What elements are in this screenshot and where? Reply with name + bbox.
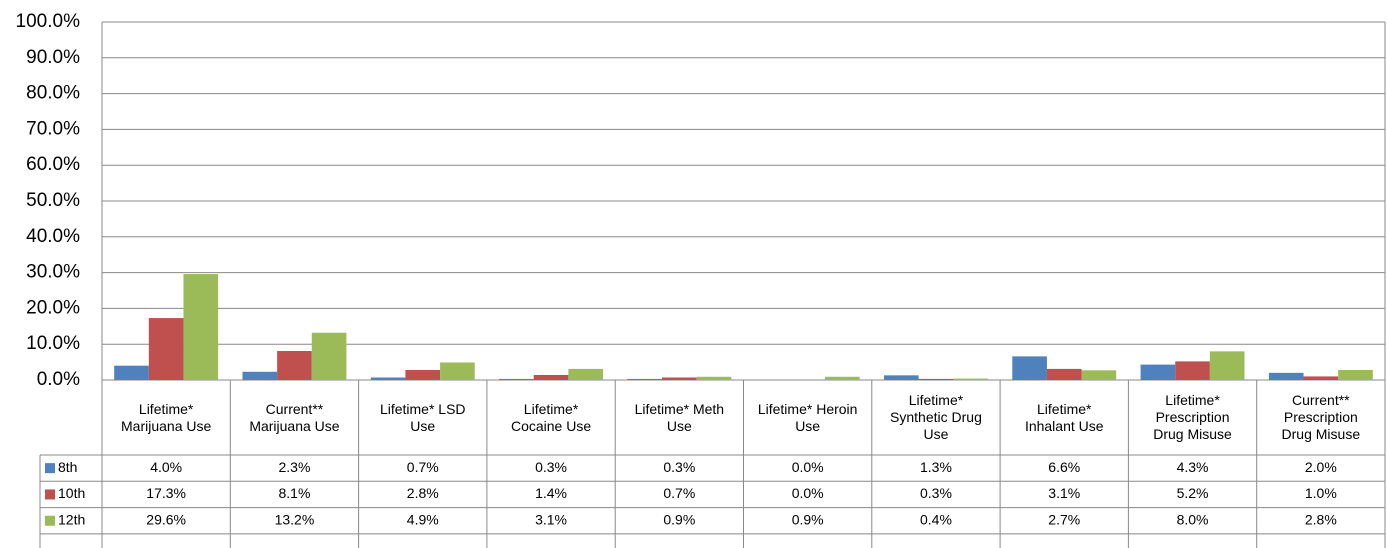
legend-swatch bbox=[45, 463, 55, 474]
legend-swatch bbox=[45, 515, 55, 526]
bar bbox=[499, 378, 534, 380]
bar bbox=[533, 374, 569, 380]
bar bbox=[1338, 369, 1373, 380]
bar bbox=[1175, 361, 1210, 380]
bar bbox=[1081, 370, 1117, 380]
bar bbox=[311, 332, 347, 380]
y-tick-label: 80.0% bbox=[26, 83, 80, 104]
table-value: 2.0% bbox=[1305, 459, 1337, 475]
y-tick-label: 20.0% bbox=[26, 297, 80, 318]
bar bbox=[440, 362, 475, 380]
x-tick-label: Lifetime* Inhalant Use bbox=[1024, 400, 1104, 434]
bar bbox=[1012, 356, 1047, 380]
table-value: 2.8% bbox=[1305, 511, 1337, 527]
table-value: 2.7% bbox=[1048, 511, 1080, 527]
table-value: 8.1% bbox=[278, 485, 310, 501]
x-tick-label: Lifetime* Prescription Drug Misuse bbox=[1153, 392, 1232, 442]
x-tick-label: Lifetime* Marijuana Use bbox=[121, 400, 212, 434]
x-tick-label: Lifetime* Meth Use bbox=[634, 400, 725, 434]
bar bbox=[627, 378, 663, 380]
table-value: 0.3% bbox=[535, 459, 567, 475]
table-value: 0.7% bbox=[663, 485, 695, 501]
legend-label: 8th bbox=[58, 459, 77, 475]
table-value: 1.0% bbox=[1305, 485, 1337, 501]
table-value: 0.9% bbox=[792, 511, 824, 527]
bar bbox=[568, 368, 604, 380]
bar bbox=[824, 376, 860, 380]
y-tick-label: 10.0% bbox=[26, 333, 80, 354]
y-tick-label: 90.0% bbox=[26, 47, 80, 68]
table-value: 4.3% bbox=[1177, 459, 1209, 475]
bar bbox=[953, 378, 988, 380]
table-value: 6.6% bbox=[1048, 459, 1080, 475]
table-value: 4.9% bbox=[407, 511, 439, 527]
x-tick-label: Lifetime* Cocaine Use bbox=[510, 400, 592, 434]
bar bbox=[1140, 364, 1176, 380]
bar bbox=[183, 274, 219, 380]
x-tick-label: Lifetime* LSD Use bbox=[379, 400, 466, 434]
table-value: 0.3% bbox=[920, 485, 952, 501]
table-value: 0.0% bbox=[792, 485, 824, 501]
table-value: 8.0% bbox=[1177, 511, 1209, 527]
bar bbox=[696, 376, 732, 380]
x-tick-label: Current** Marijuana Use bbox=[249, 400, 340, 434]
y-tick-label: 50.0% bbox=[26, 190, 80, 211]
bar bbox=[370, 377, 406, 380]
y-tick-label: 100.0% bbox=[16, 11, 81, 32]
bar bbox=[1303, 376, 1339, 380]
bar bbox=[1268, 372, 1304, 380]
table-value: 29.6% bbox=[146, 511, 186, 527]
table-value: 3.1% bbox=[535, 511, 567, 527]
table-value: 0.7% bbox=[407, 459, 439, 475]
table-value: 2.8% bbox=[407, 485, 439, 501]
bar bbox=[883, 375, 919, 380]
bar bbox=[148, 318, 184, 380]
bar bbox=[242, 371, 278, 380]
y-tick-label: 40.0% bbox=[26, 226, 80, 247]
legend-label: 10th bbox=[58, 485, 85, 501]
table-value: 0.0% bbox=[792, 459, 824, 475]
y-tick-label: 30.0% bbox=[26, 262, 80, 283]
table-value: 1.4% bbox=[535, 485, 567, 501]
x-tick-label: Current** Prescription Drug Misuse bbox=[1281, 392, 1361, 442]
legend-label: 12th bbox=[58, 511, 85, 527]
table-value: 1.3% bbox=[920, 459, 952, 475]
table-value: 3.1% bbox=[1048, 485, 1080, 501]
bar bbox=[918, 378, 954, 380]
bar bbox=[114, 365, 149, 380]
bar bbox=[1046, 368, 1082, 380]
x-tick-label: Lifetime* Heroin Use bbox=[757, 400, 858, 434]
y-tick-label: 70.0% bbox=[26, 118, 80, 139]
x-tick-label: Lifetime* Synthetic Drug Use bbox=[890, 392, 982, 442]
table-value: 0.9% bbox=[663, 511, 695, 527]
y-tick-label: 0.0% bbox=[37, 369, 80, 390]
bar bbox=[662, 377, 697, 380]
table-value: 0.3% bbox=[663, 459, 695, 475]
table-value: 13.2% bbox=[275, 511, 315, 527]
table-value: 0.4% bbox=[920, 511, 952, 527]
y-tick-label: 60.0% bbox=[26, 154, 80, 175]
bar bbox=[1209, 351, 1245, 380]
legend-swatch bbox=[45, 489, 55, 500]
table-value: 4.0% bbox=[150, 459, 182, 475]
table-value: 5.2% bbox=[1177, 485, 1209, 501]
bar bbox=[277, 351, 312, 380]
bar bbox=[405, 369, 441, 380]
table-value: 17.3% bbox=[146, 485, 186, 501]
table-value: 2.3% bbox=[278, 459, 310, 475]
